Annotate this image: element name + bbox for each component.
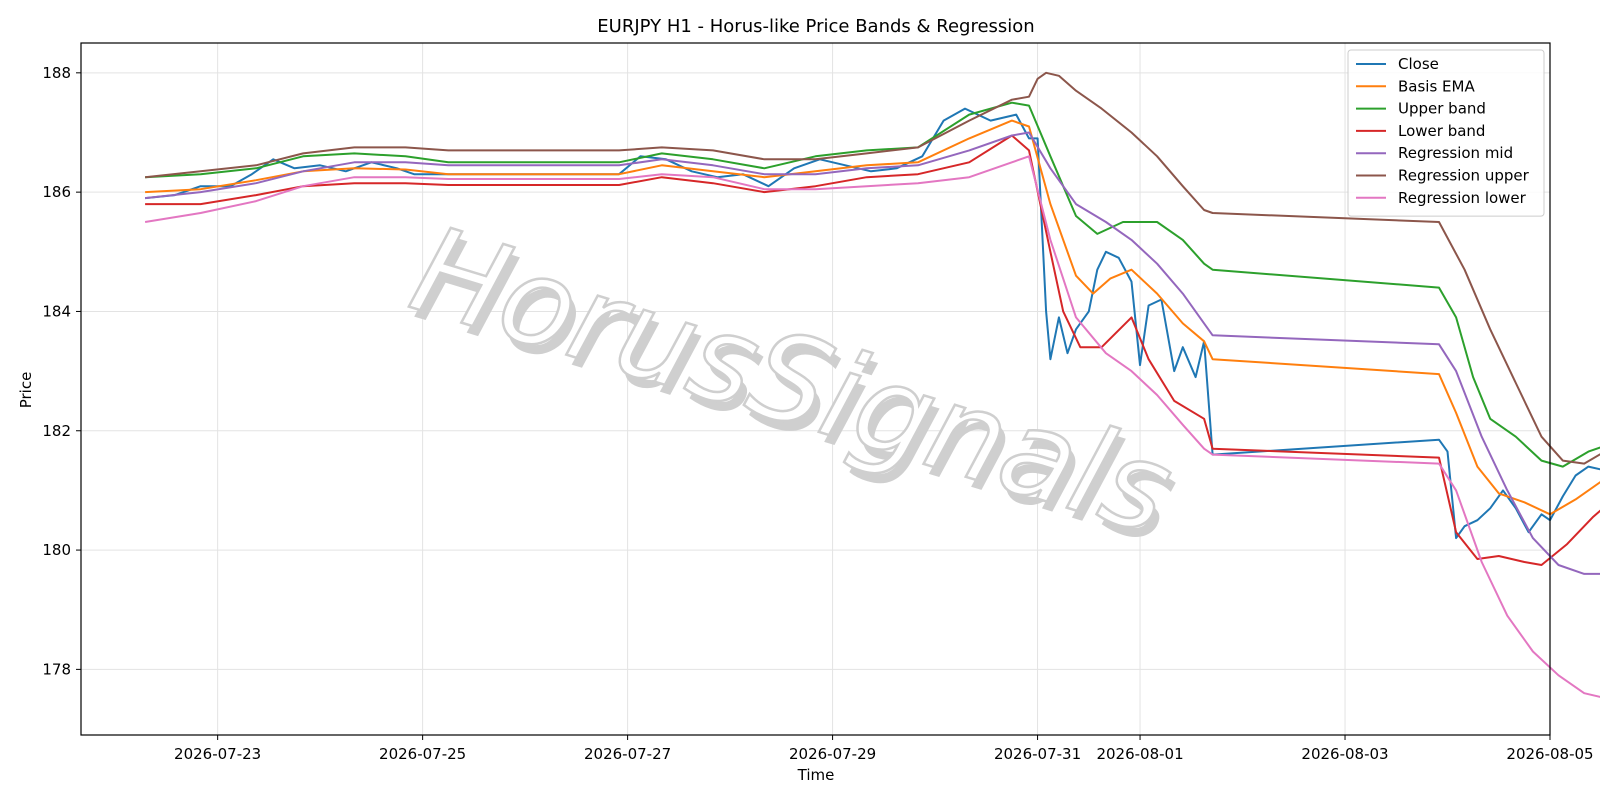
legend-label-lower-band: Lower band [1398, 122, 1485, 140]
plot-frame [80, 42, 1551, 736]
legend-label-upper-band: Upper band [1398, 100, 1486, 118]
y-tick-label: 188 [42, 64, 71, 82]
series-line-regression-upper [144, 71, 1600, 465]
series-line-basis-ema [145, 119, 1600, 516]
series-line-close [144, 107, 1600, 540]
chart-title: EURJPY H1 - Horus-like Price Bands & Reg… [597, 16, 1034, 37]
x-tick-label: 2026-08-05 [1506, 745, 1593, 763]
series-line-lower-band [145, 134, 1600, 566]
x-tick-label: 2026-07-23 [174, 745, 261, 763]
x-tick-label: 2026-07-25 [379, 745, 466, 763]
series-line-regression-mid [144, 131, 1600, 575]
legend-box [1347, 49, 1545, 217]
x-axis: 2026-07-23 2026-07-25 2026-07-27 2026-07-29… [174, 735, 1594, 763]
legend-label-close: Close [1398, 55, 1439, 73]
y-axis: 178 180 182 184 186 188 [42, 64, 81, 678]
y-tick-label: 182 [42, 422, 71, 440]
y-tick-label: 180 [42, 541, 71, 559]
series-line-upper-band [145, 101, 1600, 468]
legend: Close Basis EMA Upper band Lower band Regres… [1347, 49, 1545, 217]
series-line-regression-lower [144, 155, 1600, 698]
x-tick-label: 2026-07-31 [994, 745, 1081, 763]
y-tick-label: 184 [42, 302, 71, 320]
x-axis-label: Time [797, 766, 835, 784]
x-tick-label: 2026-07-27 [584, 745, 671, 763]
legend-label-basis-ema: Basis EMA [1398, 77, 1475, 95]
series-layer [144, 71, 1600, 698]
y-axis-label: Price [17, 372, 35, 409]
legend-label-regression-upper: Regression upper [1398, 167, 1530, 185]
x-tick-label: 2026-08-01 [1096, 745, 1183, 763]
y-tick-label: 186 [42, 183, 71, 201]
legend-label-regression-lower: Regression lower [1398, 189, 1527, 207]
x-tick-label: 2026-07-29 [789, 745, 876, 763]
x-tick-label: 2026-08-03 [1301, 745, 1388, 763]
legend-label-regression-mid: Regression mid [1398, 144, 1513, 162]
y-tick-label: 178 [42, 660, 71, 678]
